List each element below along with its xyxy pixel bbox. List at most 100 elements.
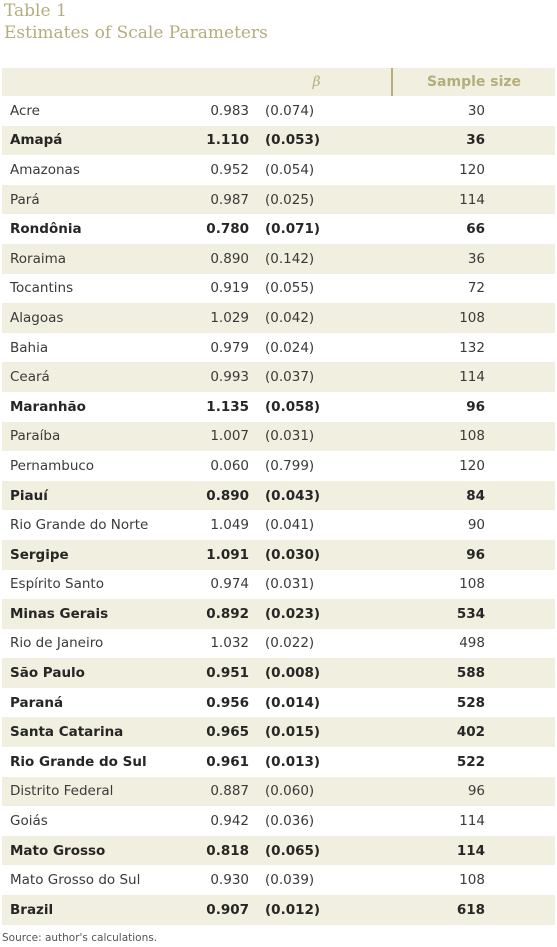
standard-error-cell: (0.799) xyxy=(265,457,315,474)
table-row: Ceará 0.993 (0.037) 114 xyxy=(2,362,555,392)
beta-value-cell: 0.987 xyxy=(202,184,249,215)
table-number: Table 1 xyxy=(4,1,67,21)
beta-value-cell: 1.029 xyxy=(202,303,249,333)
region-name-cell: Paraná xyxy=(10,694,64,711)
table-row: Pernambuco 0.060 (0.799) 120 xyxy=(2,451,555,481)
table-row: Amapá 1.110 (0.053) 36 xyxy=(2,125,555,156)
standard-error-cell: (0.060) xyxy=(249,776,392,807)
region-name-cell: Pernambuco xyxy=(10,457,95,474)
beta-value-cell: 0.993 xyxy=(202,362,249,392)
beta-value-cell: 0.956 xyxy=(206,694,249,711)
region-name-cell: Brazil xyxy=(2,895,202,925)
region-name-cell: Bahia xyxy=(10,339,49,356)
table-row: Paraíba 1.007 (0.031) 108 xyxy=(2,421,555,452)
region-name-cell: Amapá xyxy=(2,125,202,156)
beta-value-cell: 0.907 xyxy=(202,895,249,925)
beta-value-cell: 0.951 xyxy=(202,658,249,688)
beta-value-cell: 0.887 xyxy=(202,776,249,807)
standard-error-cell: (0.043) xyxy=(249,480,392,511)
header-empty xyxy=(2,68,202,96)
region-name-cell: Rio Grande do Norte xyxy=(10,517,149,534)
beta-value-cell: 0.942 xyxy=(210,813,249,830)
standard-error-cell: (0.065) xyxy=(249,835,392,866)
standard-error-cell: (0.142) xyxy=(249,243,392,274)
region-name-cell: Maranhão xyxy=(10,398,86,415)
standard-error-cell: (0.012) xyxy=(249,895,392,925)
beta-value-cell: 1.049 xyxy=(210,517,249,534)
table-row: Rio Grande do Norte 1.049 (0.041) 90 xyxy=(2,510,555,540)
sample-size-cell: 534 xyxy=(392,599,555,629)
sample-size-cell: 30 xyxy=(467,102,485,119)
standard-error-cell: (0.042) xyxy=(249,303,392,333)
standard-error-cell: (0.036) xyxy=(265,813,315,830)
standard-error-cell: (0.074) xyxy=(265,102,315,119)
region-name-cell: Tocantins xyxy=(10,280,74,297)
sample-size-cell: 498 xyxy=(459,635,485,652)
standard-error-cell: (0.053) xyxy=(249,125,392,156)
sample-size-cell: 66 xyxy=(466,221,485,238)
beta-value-cell: 0.965 xyxy=(202,717,249,748)
beta-value-cell: 0.060 xyxy=(210,457,249,474)
source-note: Source: author's calculations. xyxy=(2,932,158,944)
table-row: Roraima 0.890 (0.142) 36 xyxy=(2,243,555,274)
sample-size-cell: 96 xyxy=(392,776,555,807)
region-name-cell: Ceará xyxy=(2,362,202,392)
standard-error-cell: (0.008) xyxy=(249,658,392,688)
region-name-cell: Pará xyxy=(2,184,202,215)
region-name-cell: Rondônia xyxy=(10,221,82,238)
sample-size-cell: 402 xyxy=(392,717,555,748)
standard-error-cell: (0.031) xyxy=(249,421,392,452)
region-name-cell: Minas Gerais xyxy=(2,599,202,629)
standard-error-cell: (0.055) xyxy=(265,280,315,297)
region-name-cell: Goiás xyxy=(10,813,48,830)
region-name-cell: Rio de Janeiro xyxy=(10,635,104,652)
beta-value-cell: 1.091 xyxy=(202,539,249,570)
beta-value-cell: 0.979 xyxy=(210,339,249,356)
region-name-cell: Mato Grosso xyxy=(2,835,202,866)
sample-size-cell: 108 xyxy=(392,303,555,333)
table-row: Santa Catarina 0.965 (0.015) 402 xyxy=(2,717,555,748)
standard-error-cell: (0.024) xyxy=(265,339,315,356)
table-row: Brazil 0.907 (0.012) 618 xyxy=(2,895,555,925)
sample-size-cell: 588 xyxy=(392,658,555,688)
beta-value-cell: 1.135 xyxy=(206,398,249,415)
standard-error-cell: (0.058) xyxy=(265,398,321,415)
standard-error-cell: (0.022) xyxy=(265,635,315,652)
sample-size-cell: 120 xyxy=(459,161,485,178)
table-row: Alagoas 1.029 (0.042) 108 xyxy=(2,303,555,333)
beta-value-cell: 0.952 xyxy=(210,161,249,178)
sample-size-cell: 114 xyxy=(392,835,555,866)
table-row: Mato Grosso do Sul 0.930 (0.039) 108 xyxy=(2,865,555,895)
standard-error-cell: (0.025) xyxy=(249,184,392,215)
sample-size-cell: 114 xyxy=(459,813,485,830)
sample-size-cell: 84 xyxy=(392,480,555,511)
table-row: Goiás 0.942 (0.036) 114 xyxy=(2,806,555,836)
standard-error-cell: (0.031) xyxy=(265,576,315,593)
region-name-cell: São Paulo xyxy=(2,658,202,688)
region-name-cell: Rio Grande do Sul xyxy=(10,753,147,770)
standard-error-cell: (0.030) xyxy=(249,539,392,570)
table-row: Paraná 0.956 (0.014) 528 xyxy=(2,688,555,718)
region-name-cell: Distrito Federal xyxy=(2,776,202,807)
sample-size-cell: 120 xyxy=(459,457,485,474)
table-row: Tocantins 0.919 (0.055) 72 xyxy=(2,274,555,304)
standard-error-cell: (0.015) xyxy=(249,717,392,748)
table-row: Distrito Federal 0.887 (0.060) 96 xyxy=(2,776,555,807)
region-name-cell: Santa Catarina xyxy=(2,717,202,748)
table-row: Piauí 0.890 (0.043) 84 xyxy=(2,480,555,511)
beta-value-cell: 0.983 xyxy=(210,102,249,119)
standard-error-cell: (0.023) xyxy=(249,599,392,629)
region-name-cell: Mato Grosso do Sul xyxy=(10,872,141,889)
sample-size-cell: 108 xyxy=(392,421,555,452)
beta-value-cell: 0.890 xyxy=(202,243,249,274)
beta-value-cell: 0.919 xyxy=(210,280,249,297)
beta-value-cell: 1.032 xyxy=(210,635,249,652)
beta-value-cell: 0.961 xyxy=(206,753,249,770)
header-sample-size: Sample size xyxy=(391,68,555,96)
table-header-row: β Sample size xyxy=(2,68,555,96)
standard-error-cell: (0.013) xyxy=(265,753,321,770)
sample-size-cell: 108 xyxy=(459,576,485,593)
sample-size-cell: 36 xyxy=(392,243,555,274)
table-row: Mato Grosso 0.818 (0.065) 114 xyxy=(2,835,555,866)
standard-error-cell: (0.054) xyxy=(265,161,315,178)
